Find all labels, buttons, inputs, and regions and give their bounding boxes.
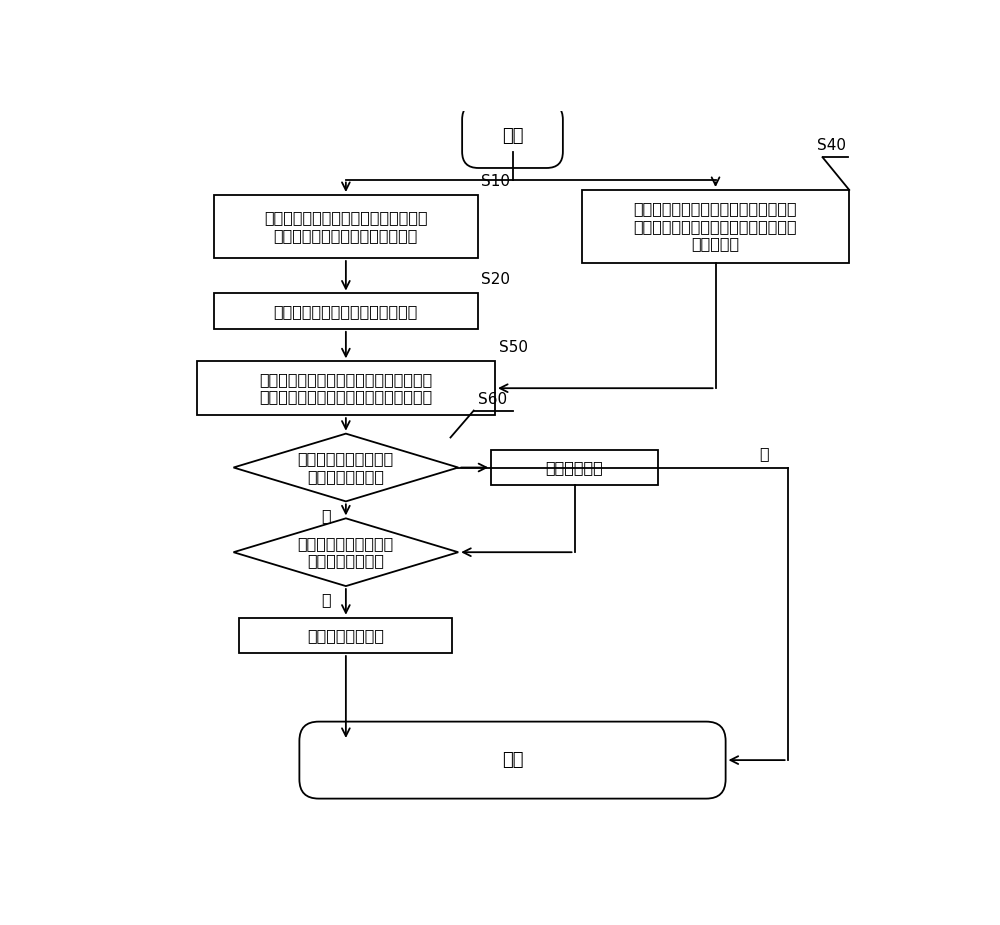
Text: 是: 是: [322, 508, 331, 523]
Polygon shape: [234, 434, 458, 501]
Text: 结束: 结束: [502, 751, 523, 769]
Text: 输出停机控制信号: 输出停机控制信号: [307, 628, 384, 643]
Text: 开始: 开始: [502, 127, 523, 144]
Text: S10: S10: [482, 174, 511, 189]
Bar: [239, 618, 452, 653]
Text: 当前风机叶片结冰状态
是否大于停机阈值: 当前风机叶片结冰状态 是否大于停机阈值: [298, 536, 394, 568]
Text: 模拟风电机组的在低温状态下的运行场
景，获取不同结冰状态下，红色标识的
标准特征值: 模拟风电机组的在低温状态下的运行场 景，获取不同结冰状态下，红色标识的 标准特征…: [634, 202, 797, 252]
Text: S40: S40: [817, 139, 846, 154]
Bar: [491, 450, 658, 486]
Text: S50: S50: [499, 340, 528, 355]
Bar: [214, 293, 478, 329]
Bar: [582, 190, 849, 263]
Bar: [197, 362, 495, 415]
Text: S20: S20: [482, 272, 511, 288]
Text: 获取风机叶片整体或特定区域的图像信
息，所述图像信息包含有红色标识: 获取风机叶片整体或特定区域的图像信 息，所述图像信息包含有红色标识: [264, 210, 428, 242]
Text: 当前风机叶片结冰状态
是否大于预警阈值: 当前风机叶片结冰状态 是否大于预警阈值: [298, 451, 394, 484]
Bar: [214, 195, 478, 258]
Text: 输出预警信号: 输出预警信号: [546, 460, 603, 475]
Polygon shape: [234, 518, 458, 586]
Text: 否: 否: [760, 446, 769, 462]
FancyBboxPatch shape: [462, 104, 563, 168]
Text: S60: S60: [478, 391, 507, 407]
Text: 是: 是: [322, 592, 331, 608]
Text: 对比当前红色标识的特征值与红色标识的
标准特征值，判断当前风机叶片结冰状态: 对比当前红色标识的特征值与红色标识的 标准特征值，判断当前风机叶片结冰状态: [259, 372, 432, 404]
Text: 读取图像信息中红色标识的特征值: 读取图像信息中红色标识的特征值: [274, 303, 418, 319]
FancyBboxPatch shape: [299, 722, 726, 798]
